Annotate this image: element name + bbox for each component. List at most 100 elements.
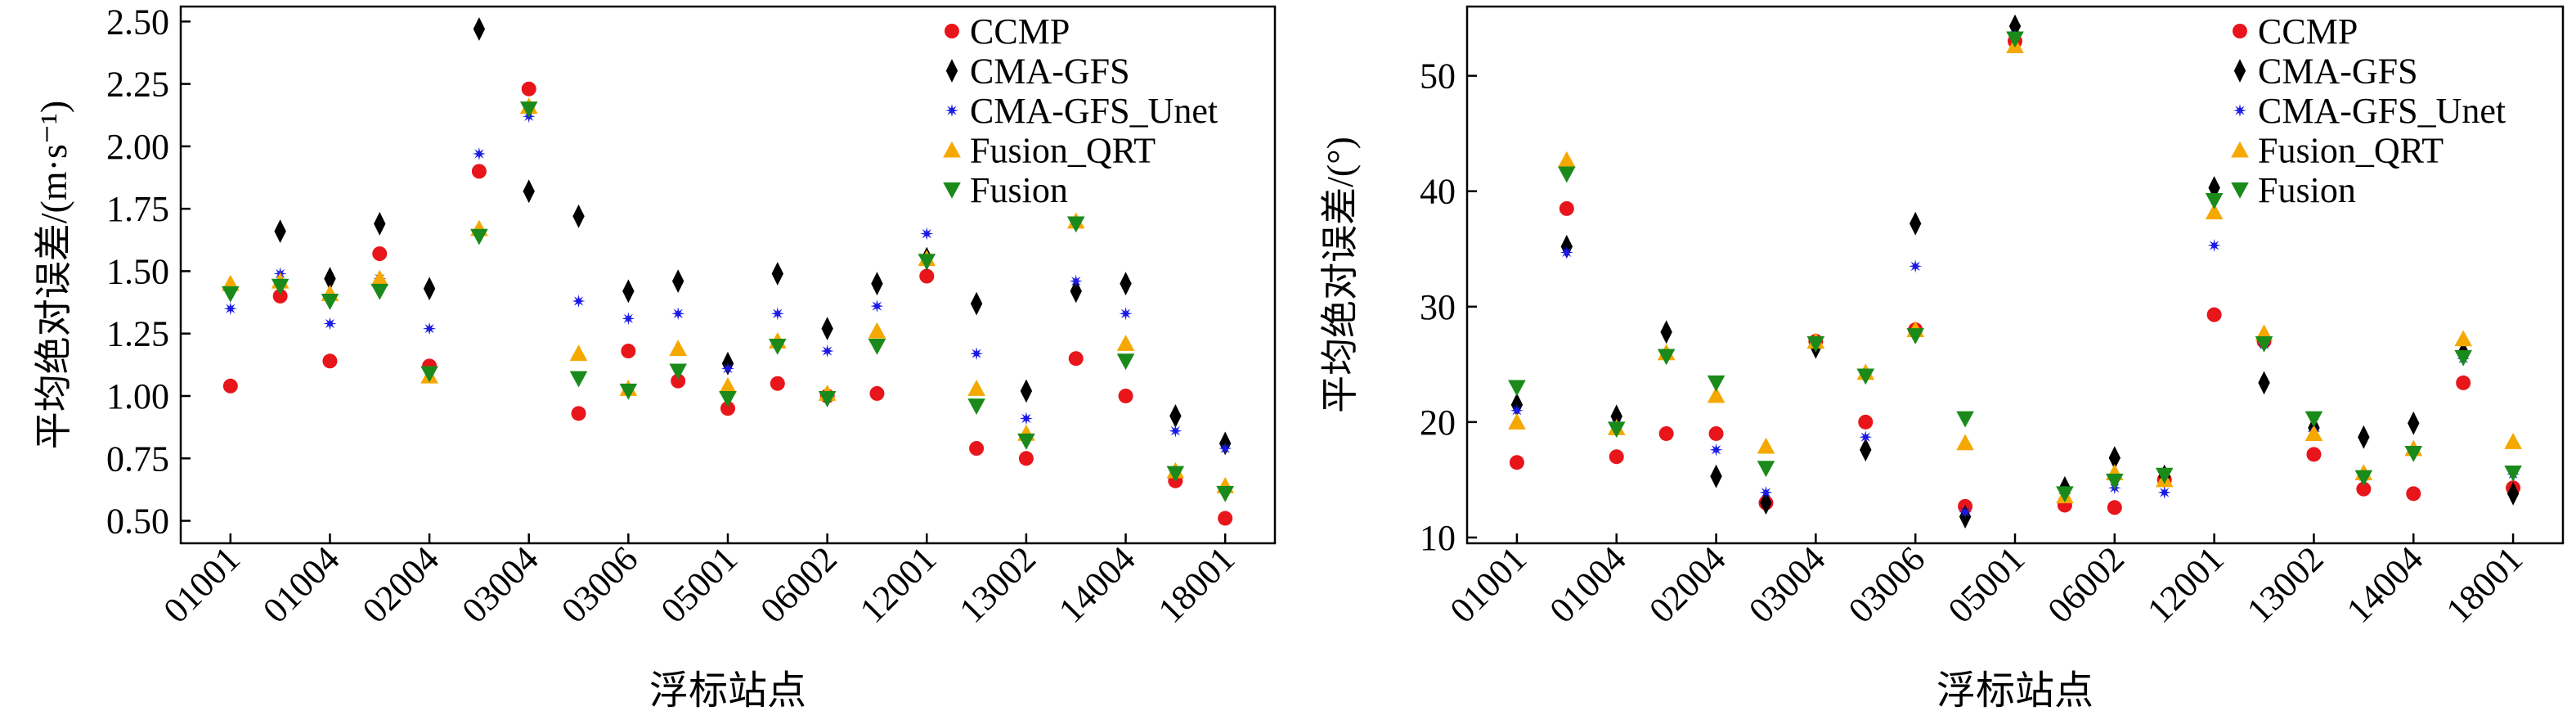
point	[769, 338, 787, 355]
point	[323, 317, 337, 331]
point	[2106, 473, 2124, 490]
point	[621, 344, 636, 359]
point	[274, 219, 286, 244]
point	[622, 312, 635, 326]
point	[1018, 451, 1034, 466]
point	[569, 371, 588, 388]
point	[1760, 491, 1772, 515]
point	[1216, 485, 1234, 502]
legend-label: CCMP	[970, 11, 1070, 52]
point	[472, 147, 486, 161]
y-axis-label: 平均绝对误差/(°)	[1319, 137, 1361, 413]
x-tick-label: 03004	[1741, 538, 1833, 630]
point	[572, 295, 586, 308]
point	[1166, 466, 1185, 483]
point	[1856, 368, 1875, 385]
point	[1508, 413, 1526, 430]
point	[770, 307, 784, 321]
point	[1558, 166, 1576, 183]
legend-label: CMA-GFS_Unet	[970, 91, 1218, 131]
point	[1119, 307, 1133, 321]
point	[1860, 438, 1872, 462]
point	[2008, 14, 2022, 38]
point	[1070, 279, 1082, 304]
point	[523, 179, 535, 204]
point	[272, 288, 288, 304]
point	[1509, 455, 1524, 470]
point	[2207, 239, 2221, 253]
point	[1710, 464, 1722, 488]
x-tick-label: 03004	[454, 538, 545, 630]
x-tick-label: 12001	[852, 538, 944, 630]
point	[2354, 470, 2373, 487]
legend-marker	[2233, 24, 2247, 38]
legend-marker	[2233, 59, 2246, 83]
point	[1218, 442, 1232, 456]
point	[1068, 351, 1084, 367]
point	[970, 347, 984, 361]
point	[1909, 211, 1922, 236]
y-tick-label: 1.00	[106, 376, 169, 416]
point	[671, 373, 686, 389]
point	[622, 279, 635, 304]
x-tick-label: 13002	[2239, 538, 2331, 630]
point	[322, 353, 338, 369]
x-tick-label: 18001	[2439, 538, 2530, 630]
point	[1757, 461, 1775, 478]
point	[222, 378, 238, 394]
x-tick-label: 05001	[653, 538, 745, 630]
point	[2155, 467, 2174, 484]
x-tick-label: 01001	[1443, 538, 1534, 630]
legend-label: CMA-GFS	[2258, 52, 2418, 92]
point	[669, 340, 687, 357]
point	[572, 204, 585, 228]
point	[770, 376, 785, 391]
point	[669, 363, 687, 380]
point	[719, 391, 737, 407]
point	[2358, 425, 2370, 449]
point	[423, 277, 436, 301]
point	[719, 376, 737, 394]
y-tick-label: 40	[1420, 172, 1456, 212]
x-tick-label: 06002	[2040, 538, 2131, 630]
point	[321, 294, 339, 310]
point	[1120, 272, 1132, 296]
point	[918, 254, 936, 271]
point	[2356, 481, 2372, 497]
legend-label: CMA-GFS_Unet	[2258, 91, 2506, 131]
x-tick-label: 13002	[952, 538, 1043, 630]
point	[1116, 353, 1135, 371]
point	[970, 291, 983, 316]
point	[1806, 335, 1825, 353]
legend-label: CCMP	[2258, 11, 2358, 52]
point	[2404, 445, 2423, 462]
point	[1218, 511, 1233, 526]
legend-label: Fusion_QRT	[970, 131, 1156, 171]
legend-marker	[945, 24, 959, 38]
legend-label: CMA-GFS	[970, 52, 1130, 92]
point	[919, 268, 935, 284]
point	[2258, 371, 2270, 395]
point	[370, 269, 389, 286]
point	[370, 283, 389, 300]
x-tick-label: 03006	[554, 538, 645, 630]
legend-marker	[2231, 182, 2249, 199]
y-tick-label: 30	[1420, 287, 1456, 327]
point	[2504, 465, 2522, 482]
y-tick-label: 2.50	[106, 2, 169, 42]
x-tick-label: 06002	[752, 538, 844, 630]
legend-marker	[2233, 104, 2246, 117]
point	[1660, 320, 1672, 344]
point	[2406, 486, 2421, 502]
x-tick-label: 01004	[255, 538, 347, 630]
point	[1956, 411, 1974, 428]
point	[2205, 203, 2224, 220]
point	[1959, 505, 1972, 519]
y-tick-label: 20	[1420, 403, 1456, 443]
point	[372, 246, 388, 262]
legend-marker	[2231, 141, 2249, 158]
point	[2408, 411, 2420, 435]
point	[671, 307, 685, 321]
point	[2056, 486, 2074, 503]
point	[222, 286, 240, 303]
